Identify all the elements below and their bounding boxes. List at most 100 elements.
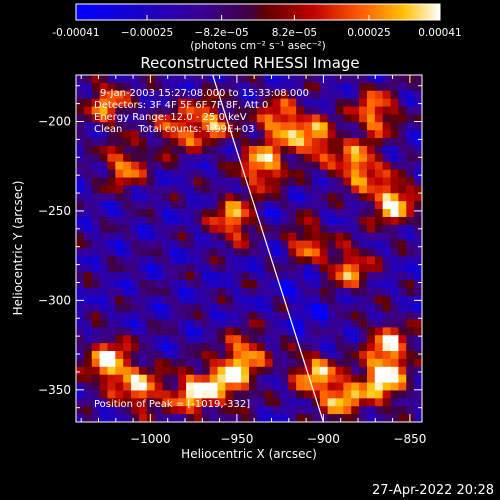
heatmap-cell bbox=[123, 216, 132, 226]
heatmap-cell bbox=[335, 358, 344, 368]
heatmap-cell bbox=[272, 98, 282, 108]
heatmap-cell bbox=[201, 240, 211, 250]
heatmap-cell bbox=[366, 145, 376, 155]
heatmap-cell bbox=[335, 90, 344, 100]
heatmap-cell bbox=[264, 82, 274, 92]
heatmap-cell bbox=[311, 90, 321, 100]
heatmap-cell bbox=[351, 287, 360, 297]
heatmap-cell bbox=[311, 75, 321, 84]
heatmap-cell bbox=[76, 209, 85, 218]
heatmap-cell bbox=[99, 75, 109, 84]
heatmap-cell bbox=[288, 414, 297, 422]
heatmap-cell bbox=[366, 248, 376, 257]
heatmap-cell bbox=[398, 351, 407, 360]
heatmap-cell bbox=[233, 216, 242, 226]
heatmap-cell bbox=[256, 248, 266, 257]
heatmap-cell bbox=[162, 185, 171, 194]
heatmap-cell bbox=[406, 161, 415, 171]
heatmap-cell bbox=[288, 382, 297, 392]
heatmap-cell bbox=[201, 201, 211, 210]
heatmap-cell bbox=[154, 398, 164, 407]
heatmap-cell bbox=[272, 185, 282, 194]
colorbar-unit-label: (photons cm⁻² s⁻¹ asec⁻²) bbox=[190, 40, 325, 52]
heatmap-cell bbox=[107, 351, 116, 360]
heatmap-cell bbox=[256, 256, 266, 265]
heatmap-cell bbox=[193, 185, 203, 194]
heatmap-cell bbox=[288, 122, 297, 131]
heatmap-cell bbox=[280, 185, 289, 194]
heatmap-cell bbox=[76, 130, 85, 139]
heatmap-cell bbox=[374, 374, 384, 384]
heatmap-cell bbox=[311, 82, 321, 92]
heatmap-cell bbox=[186, 106, 195, 116]
heatmap-cell bbox=[178, 327, 187, 336]
heatmap-cell bbox=[138, 414, 148, 422]
heatmap-cell bbox=[83, 248, 93, 257]
heatmap-cell bbox=[107, 114, 116, 123]
heatmap-cell bbox=[390, 390, 400, 399]
heatmap-cell bbox=[107, 75, 116, 84]
heatmap-cell bbox=[209, 358, 219, 368]
heatmap-cell bbox=[170, 414, 179, 422]
heatmap-cell bbox=[256, 201, 266, 210]
heatmap-cell bbox=[186, 130, 195, 139]
heatmap-cell bbox=[296, 185, 305, 194]
heatmap-cell bbox=[233, 248, 242, 257]
heatmap-cell bbox=[343, 216, 352, 226]
heatmap-cell bbox=[115, 114, 124, 123]
heatmap-cell bbox=[241, 153, 250, 163]
heatmap-cell bbox=[170, 153, 179, 163]
heatmap-cell bbox=[359, 177, 368, 187]
heatmap-cell bbox=[241, 177, 250, 187]
heatmap-cell bbox=[264, 256, 274, 265]
heatmap-cell bbox=[374, 398, 384, 407]
heatmap-cell bbox=[335, 272, 344, 281]
heatmap-cell bbox=[193, 256, 203, 265]
heatmap-cell bbox=[351, 209, 360, 218]
heatmap-cell bbox=[115, 75, 124, 84]
heatmap-cell bbox=[209, 343, 219, 352]
heatmap-cell bbox=[138, 153, 148, 163]
heatmap-cell bbox=[107, 398, 116, 407]
heatmap-cell bbox=[311, 264, 321, 273]
heatmap-cell bbox=[209, 280, 219, 289]
heatmap-cell bbox=[319, 185, 329, 194]
heatmap-cell bbox=[406, 177, 415, 187]
heatmap-cell bbox=[327, 177, 337, 187]
heatmap-cell bbox=[83, 209, 93, 218]
heatmap-cell bbox=[327, 82, 337, 92]
heatmap-cell bbox=[272, 327, 282, 336]
heatmap-cell bbox=[162, 177, 171, 187]
heatmap-cell bbox=[209, 390, 219, 399]
heatmap-cell bbox=[201, 366, 211, 376]
heatmap-cell bbox=[233, 98, 242, 108]
heatmap-cell bbox=[91, 122, 101, 131]
heatmap-cell bbox=[138, 75, 148, 84]
heatmap-cell bbox=[327, 106, 337, 116]
heatmap-cell bbox=[398, 216, 407, 226]
heatmap-cell bbox=[374, 287, 384, 297]
heatmap-cell bbox=[351, 327, 360, 336]
heatmap-cell bbox=[256, 398, 266, 407]
heatmap-cell bbox=[296, 287, 305, 297]
heatmap-cell bbox=[91, 106, 101, 116]
heatmap-cell bbox=[162, 327, 171, 336]
heatmap-cell bbox=[83, 82, 93, 92]
heatmap-cell bbox=[304, 398, 313, 407]
heatmap-cell bbox=[170, 122, 179, 131]
heatmap-cell bbox=[233, 75, 242, 84]
heatmap-cell bbox=[170, 327, 179, 336]
heatmap-cell bbox=[366, 280, 376, 289]
heatmap-cell bbox=[343, 240, 352, 250]
heatmap-cell bbox=[123, 138, 132, 147]
heatmap-cell bbox=[272, 303, 282, 313]
heatmap-cell bbox=[335, 390, 344, 399]
heatmap-cell bbox=[241, 398, 250, 407]
heatmap-cell bbox=[398, 122, 407, 131]
heatmap-cell bbox=[99, 264, 109, 273]
heatmap-cell bbox=[256, 75, 266, 84]
heatmap-cell bbox=[256, 193, 266, 202]
heatmap-cell bbox=[319, 75, 329, 84]
heatmap-cell bbox=[138, 351, 148, 360]
heatmap-cell bbox=[296, 248, 305, 257]
